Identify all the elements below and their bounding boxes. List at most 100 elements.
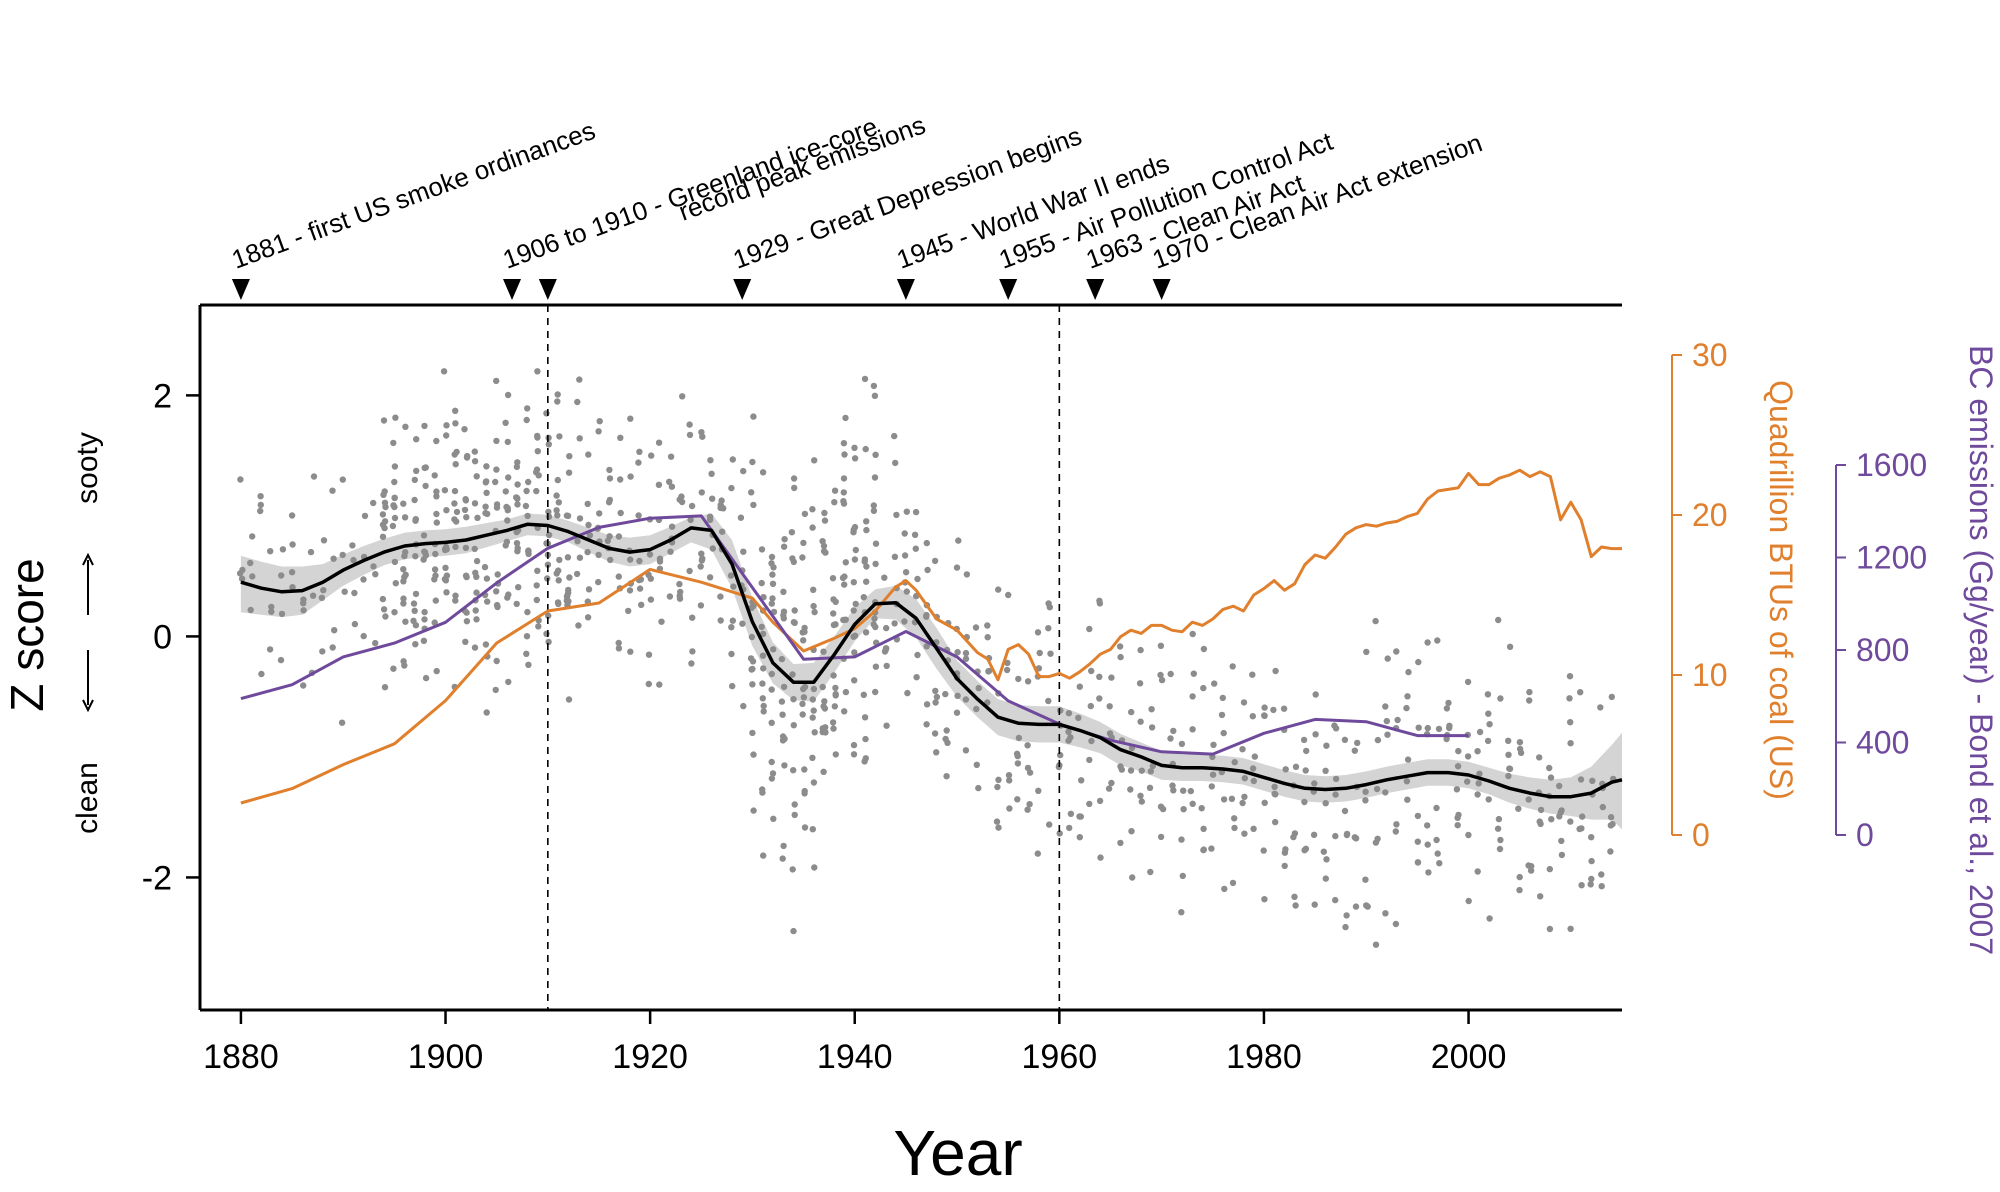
- scatter-point: [1180, 806, 1187, 813]
- scatter-point: [349, 542, 356, 549]
- scatter-point: [750, 751, 757, 758]
- scatter-point: [1443, 735, 1450, 743]
- bc-axis-tick-label: 1600: [1856, 447, 1927, 483]
- scatter-point: [607, 556, 614, 564]
- scatter-point: [360, 632, 367, 640]
- scatter-point: [1241, 793, 1248, 800]
- scatter-point: [413, 436, 420, 443]
- scatter-point: [914, 575, 921, 583]
- scatter-point: [502, 419, 509, 426]
- coal-axis-tick-label: 10: [1692, 657, 1728, 693]
- scatter-point: [1292, 763, 1300, 770]
- scatter-point: [288, 569, 296, 576]
- scatter-point: [525, 661, 532, 668]
- scatter-point: [576, 435, 583, 442]
- scatter-point: [686, 431, 694, 439]
- scatter-point: [1474, 868, 1481, 875]
- scatter-point: [625, 607, 632, 615]
- scatter-point: [257, 507, 264, 515]
- scatter-point: [688, 502, 696, 510]
- scatter-point: [933, 749, 940, 756]
- scatter-point: [471, 644, 479, 651]
- scatter-point: [769, 580, 777, 587]
- scatter-point: [300, 607, 307, 614]
- scatter-point: [1096, 695, 1103, 702]
- scatter-point: [1147, 868, 1154, 876]
- coal-axis: 0 10 20 30: [1671, 337, 1728, 853]
- scatter-point: [758, 546, 766, 553]
- scatter-point: [872, 623, 879, 631]
- scatter-point: [1086, 800, 1093, 808]
- scatter-point: [1588, 834, 1595, 841]
- scatter-point: [791, 811, 798, 819]
- scatter-point: [995, 776, 1002, 783]
- scatter-point: [1004, 659, 1011, 667]
- scatter-point: [1517, 749, 1525, 756]
- scatter-point: [1558, 837, 1565, 845]
- event-marker: [733, 279, 752, 300]
- scatter-point: [1239, 746, 1246, 753]
- scatter-point: [790, 767, 797, 774]
- scatter-point: [1026, 801, 1033, 808]
- scatter-point: [1057, 707, 1064, 714]
- scatter-point: [1405, 668, 1412, 676]
- scatter-point: [372, 571, 379, 578]
- event-marker: [231, 279, 250, 300]
- scatter-point: [482, 641, 490, 648]
- scatter-point: [472, 607, 479, 614]
- scatter-points: [236, 368, 1617, 948]
- scatter-point: [975, 684, 982, 692]
- scatter-point: [1105, 785, 1113, 792]
- scatter-point: [1393, 648, 1400, 655]
- scatter-point: [1281, 862, 1288, 870]
- scatter-point: [523, 487, 530, 495]
- scatter-point: [1261, 712, 1268, 719]
- scatter-point: [1322, 767, 1329, 774]
- scatter-point: [1497, 836, 1504, 844]
- scatter-point: [799, 554, 806, 561]
- scatter-point: [830, 610, 837, 617]
- scatter-point: [505, 678, 512, 686]
- scatter-point: [433, 667, 440, 675]
- scatter-point: [421, 608, 428, 616]
- scatter-point: [698, 550, 705, 557]
- scatter-point: [412, 641, 419, 648]
- scatter-point: [1046, 821, 1053, 828]
- scatter-point: [278, 610, 286, 618]
- scatter-point: [1229, 663, 1236, 670]
- scatter-point: [810, 779, 818, 786]
- scatter-point: [554, 391, 561, 398]
- scatter-point: [586, 532, 594, 539]
- scatter-point: [566, 574, 573, 581]
- scatter-point: [1577, 689, 1584, 696]
- scatter-point: [1291, 893, 1298, 900]
- y-tick-label: 2: [153, 377, 172, 415]
- scatter-point: [1138, 798, 1146, 805]
- scatter-point: [595, 428, 602, 435]
- scatter-point: [1220, 729, 1227, 737]
- scatter-point: [1578, 882, 1585, 889]
- scatter-point: [596, 418, 603, 425]
- scatter-point: [892, 459, 899, 467]
- scatter-point: [1005, 772, 1013, 779]
- scatter-point: [453, 508, 461, 516]
- scatter-point: [841, 581, 848, 588]
- scatter-point: [1424, 841, 1431, 848]
- scatter-point: [320, 587, 327, 594]
- scatter-point: [891, 432, 898, 440]
- scatter-point: [482, 479, 489, 486]
- scatter-point: [1589, 777, 1596, 784]
- scatter-point: [1036, 649, 1043, 657]
- scatter-point: [841, 573, 848, 580]
- scatter-point: [962, 747, 970, 754]
- scatter-point: [556, 433, 563, 440]
- scatter-point: [596, 510, 603, 517]
- scatter-point: [689, 614, 696, 621]
- scatter-point: [676, 496, 683, 503]
- scatter-point: [320, 537, 328, 544]
- scatter-point: [1198, 805, 1205, 812]
- bc-axis-tick-label: 400: [1856, 725, 1909, 761]
- scatter-point: [636, 557, 643, 565]
- scatter-point: [819, 538, 826, 545]
- scatter-point: [452, 461, 459, 468]
